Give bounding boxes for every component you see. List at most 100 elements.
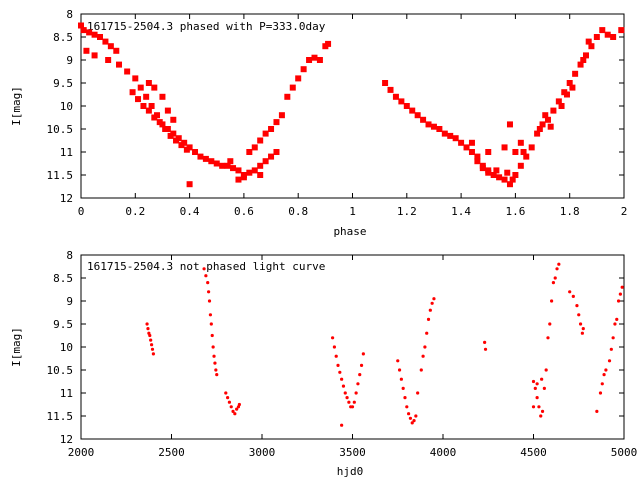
data-point <box>211 345 215 349</box>
data-point <box>350 405 355 409</box>
data-point <box>208 313 213 317</box>
data-points <box>145 262 624 427</box>
data-point <box>407 412 411 416</box>
data-point <box>358 373 362 377</box>
unphased-panel: 161715-2504.3 not phased light curve hjd… <box>10 249 637 478</box>
data-point <box>392 93 399 100</box>
data-point <box>403 396 407 400</box>
data-point <box>183 146 190 153</box>
data-point <box>295 75 302 82</box>
data-point <box>598 391 603 395</box>
data-point <box>262 158 269 165</box>
data-point <box>124 68 131 75</box>
data-point <box>300 66 307 73</box>
data-point <box>214 368 218 372</box>
data-point <box>209 322 213 326</box>
data-point <box>224 162 231 169</box>
data-point <box>620 285 624 289</box>
data-point <box>347 400 351 404</box>
data-point <box>581 327 585 331</box>
data-point <box>479 165 486 172</box>
data-point <box>588 43 595 50</box>
y-tick-label: 11 <box>60 387 73 400</box>
data-point <box>231 409 235 413</box>
data-point <box>387 86 394 93</box>
data-point <box>544 368 548 372</box>
data-point <box>536 126 543 132</box>
data-point <box>143 93 150 100</box>
y-tick-label: 8.5 <box>53 31 73 44</box>
x-tick-label: 0 <box>78 205 85 218</box>
data-point <box>483 347 488 351</box>
x-tick-label: 0.6 <box>234 205 254 218</box>
data-point <box>257 162 264 169</box>
data-point <box>208 158 215 165</box>
data-point <box>97 34 104 40</box>
data-point <box>145 80 152 86</box>
data-point <box>229 405 233 409</box>
data-point <box>555 267 559 271</box>
data-point <box>610 34 617 40</box>
y-tick-label: 11.5 <box>47 410 74 423</box>
data-point <box>151 352 155 356</box>
data-point <box>403 103 410 109</box>
data-point <box>213 160 220 167</box>
data-point <box>420 116 427 123</box>
data-point <box>330 336 335 340</box>
data-point <box>178 142 185 149</box>
data-point <box>520 149 527 155</box>
data-point <box>531 405 536 409</box>
data-point <box>219 162 226 169</box>
data-point <box>227 158 234 165</box>
y-tick-label: 9 <box>66 295 73 308</box>
y-axis-label: I[mag] <box>10 327 23 367</box>
data-point <box>604 31 611 38</box>
data-point <box>132 75 139 82</box>
data-point <box>80 27 87 34</box>
data-point <box>600 382 604 386</box>
data-point <box>557 262 561 266</box>
data-point <box>615 317 619 321</box>
data-point <box>585 38 592 45</box>
data-point <box>83 47 90 54</box>
data-point <box>145 322 149 326</box>
data-point <box>458 139 465 146</box>
data-point <box>235 407 239 411</box>
data-point <box>618 27 625 34</box>
data-point <box>553 276 557 280</box>
data-point <box>306 57 313 63</box>
chart-title: 161715-2504.3 phased with P=333.0day <box>87 20 326 33</box>
data-point <box>607 359 612 363</box>
data-point <box>145 107 152 114</box>
data-point <box>550 299 554 303</box>
data-point <box>414 414 418 418</box>
data-point <box>325 40 332 47</box>
data-point <box>534 130 541 137</box>
data-point <box>251 144 258 151</box>
data-point <box>352 400 356 404</box>
data-point <box>202 155 209 162</box>
data-point <box>577 313 581 317</box>
y-tick-label: 11 <box>60 146 73 159</box>
data-point <box>340 377 344 381</box>
y-tick-label: 12 <box>60 192 73 205</box>
data-point <box>452 135 459 142</box>
y-tick-label: 9.5 <box>53 77 73 90</box>
data-point <box>441 130 448 137</box>
data-point <box>278 112 285 119</box>
tick-group: 0 0.2 0.4 0.6 0.8 1 1.2 1.4 1.6 1.8 2 8 8.5 9 9.5 10 10.… <box>47 8 628 218</box>
y-tick-label: 10 <box>60 341 73 354</box>
data-point <box>410 421 414 425</box>
data-point <box>425 121 432 128</box>
data-point <box>235 167 242 174</box>
x-tick-label: 1.6 <box>505 205 525 218</box>
data-point <box>421 354 425 358</box>
data-point <box>542 386 546 390</box>
data-point <box>412 419 416 423</box>
data-point <box>149 343 154 347</box>
data-point <box>397 368 402 372</box>
data-point <box>210 333 214 338</box>
y-tick-label: 8 <box>66 249 73 262</box>
